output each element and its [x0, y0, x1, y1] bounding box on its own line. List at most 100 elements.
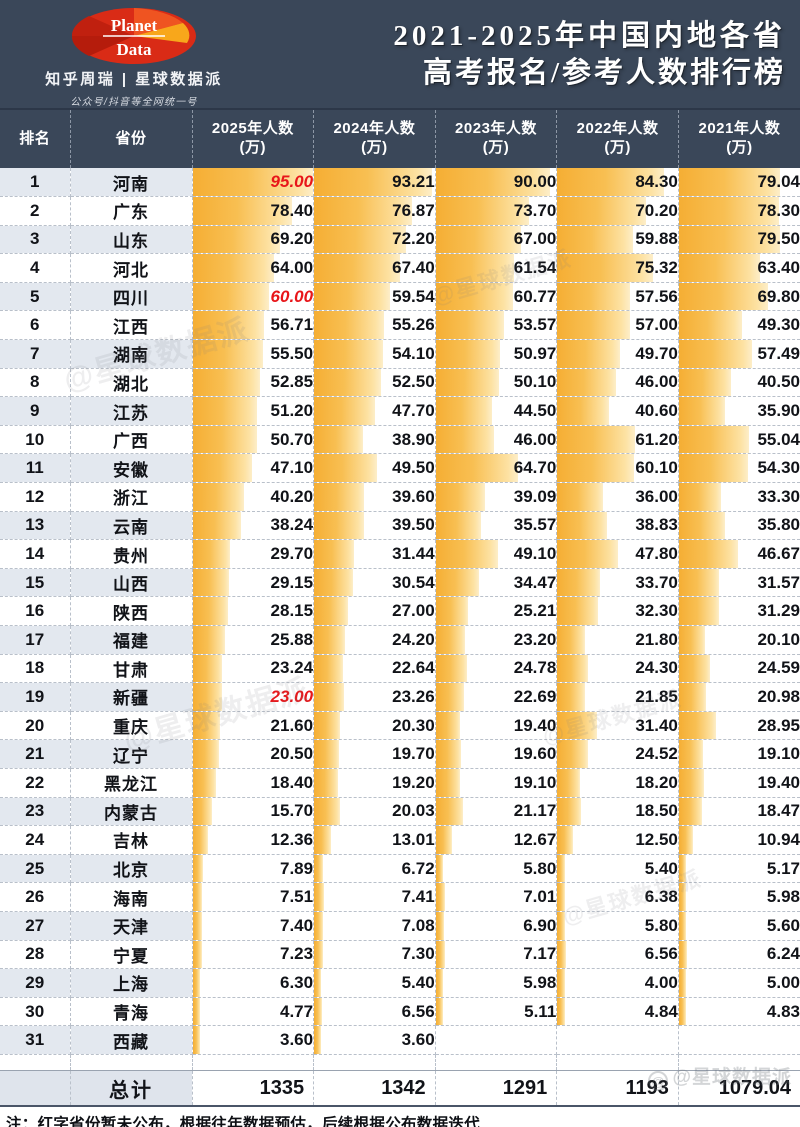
- value-bar: [557, 797, 581, 825]
- spacer-cell: [435, 1054, 558, 1071]
- table-row: 29 上海 6.30 5.40 5.98 4.00 5.00: [0, 968, 800, 998]
- value-bar: [435, 397, 493, 425]
- value-bar: [678, 540, 739, 568]
- table-row: 2 广东 78.40 76.87 73.70 70.20 78.30: [0, 196, 800, 226]
- cell-year-2025: 7.89: [192, 854, 315, 884]
- value-bar: [314, 368, 381, 396]
- cell-value: 31.29: [757, 601, 800, 621]
- cell-province: 海南: [70, 882, 193, 912]
- value-bar: [314, 425, 364, 453]
- cell-value: 54.30: [757, 458, 800, 478]
- col-header-2024: 2024年人数 (万): [313, 110, 436, 168]
- table-row: 16 陕西 28.15 27.00 25.21 32.30 31.29: [0, 596, 800, 626]
- value-bar: [678, 368, 731, 396]
- cell-value: 20.10: [757, 629, 800, 649]
- footnote: 注：红字省份暂未公布，根据往年数据预估，后续根据公布数据迭代: [0, 1107, 800, 1127]
- cell-rank: 6: [0, 310, 71, 341]
- cell-value: 18.20: [635, 772, 678, 792]
- value-bar: [192, 797, 213, 825]
- cell-value: 35.80: [757, 515, 800, 535]
- value-bar: [192, 826, 209, 854]
- cell-value: 73.70: [513, 200, 557, 220]
- cell-year-2025: 69.20: [192, 225, 315, 255]
- cell-value: 5.80: [644, 915, 678, 935]
- value-bar: [435, 768, 460, 797]
- cell-rank: 23: [0, 797, 71, 827]
- cell-year-2024: 20.03: [313, 797, 436, 827]
- cell-year-2023: 39.09: [435, 482, 558, 512]
- cell-year-2024: 31.44: [313, 539, 436, 569]
- cell-rank: 15: [0, 568, 71, 598]
- cell-year-2022: 57.00: [556, 310, 679, 341]
- cell-value: 20.30: [392, 715, 435, 735]
- cell-year-2023: 12.67: [435, 825, 558, 855]
- spacer-cell: [678, 1054, 800, 1071]
- cell-year-2024: 39.60: [313, 482, 436, 512]
- value-bar: [435, 969, 444, 997]
- value-bar: [192, 654, 222, 682]
- table-row: 9 江苏 51.20 47.70 44.50 40.60 35.90: [0, 396, 800, 426]
- value-bar: [314, 969, 322, 997]
- value-bar: [678, 311, 742, 339]
- value-bar: [435, 540, 498, 568]
- value-bar: [435, 797, 463, 825]
- cell-rank: 17: [0, 625, 71, 655]
- cell-value: 22.69: [513, 686, 557, 706]
- cell-year-2021: 20.10: [678, 625, 800, 655]
- value-bar: [557, 997, 565, 1025]
- spacer-row: [0, 1054, 800, 1071]
- cell-year-2023: 19.40: [435, 711, 558, 741]
- cell-value: 72.20: [392, 229, 435, 249]
- cell-province: 湖南: [70, 339, 193, 369]
- cell-year-2021: 57.49: [678, 339, 800, 369]
- table-row: 25 北京 7.89 6.72 5.80 5.40 5.17: [0, 854, 800, 884]
- value-bar: [678, 997, 687, 1025]
- value-bar: [557, 768, 581, 797]
- cell-year-2024: 19.20: [313, 768, 436, 798]
- cell-value: 20.98: [757, 686, 800, 706]
- value-bar: [435, 740, 461, 768]
- cell-value: 23.00: [270, 686, 314, 706]
- header-banner: Planet Data 知乎周瑞 | 星球数据派 公众号/抖音等全网统一号 20…: [0, 0, 800, 110]
- value-bar: [678, 597, 719, 625]
- cell-year-2022: 12.50: [556, 825, 679, 855]
- cell-year-2022: 31.40: [556, 711, 679, 741]
- cell-value: 36.00: [635, 486, 678, 506]
- value-bar: [435, 311, 504, 339]
- value-bar: [314, 683, 344, 711]
- cell-value: 27.00: [392, 601, 435, 621]
- cell-value: 24.78: [513, 658, 557, 678]
- value-bar: [678, 711, 716, 739]
- cell-value: 4.84: [644, 1001, 678, 1021]
- value-bar: [314, 654, 343, 682]
- table-row: 10 广西 50.70 38.90 46.00 61.20 55.04: [0, 425, 800, 455]
- cell-year-2024: 30.54: [313, 568, 436, 598]
- cell-value: 46.67: [757, 544, 800, 564]
- cell-value: 19.20: [392, 772, 435, 792]
- cell-value: 12.36: [270, 829, 314, 849]
- table-row: 12 浙江 40.20 39.60 39.09 36.00 33.30: [0, 482, 800, 512]
- table-header: 排名 省份 2025年人数 (万) 2024年人数 (万) 2023年人数 (万…: [0, 110, 800, 168]
- cell-value: 30.54: [392, 572, 435, 592]
- cell-value: 6.90: [523, 915, 557, 935]
- cell-year-2024: 52.50: [313, 368, 436, 398]
- page-title-line1: 2021-2025年中国内地各省: [393, 19, 786, 52]
- value-bar: [435, 425, 495, 453]
- logo-text-bottom: Data: [117, 40, 152, 59]
- cell-value: 19.40: [757, 772, 800, 792]
- value-bar: [192, 168, 313, 196]
- value-bar: [314, 340, 383, 368]
- cell-value: 55.04: [757, 429, 800, 449]
- cell-value: 12.50: [635, 829, 678, 849]
- cell-value: 6.72: [401, 858, 435, 878]
- cell-province: 广西: [70, 425, 193, 455]
- cell-value: 52.85: [270, 372, 314, 392]
- cell-year-2021: 35.90: [678, 396, 800, 426]
- cell-value: 38.24: [270, 515, 314, 535]
- cell-value: 19.60: [513, 744, 557, 764]
- value-bar: [557, 454, 634, 482]
- ranking-table: 排名 省份 2025年人数 (万) 2024年人数 (万) 2023年人数 (万…: [0, 110, 800, 1108]
- cell-year-2023: 7.01: [435, 882, 558, 912]
- table-row: 14 贵州 29.70 31.44 49.10 47.80 46.67: [0, 539, 800, 569]
- value-bar: [678, 854, 687, 882]
